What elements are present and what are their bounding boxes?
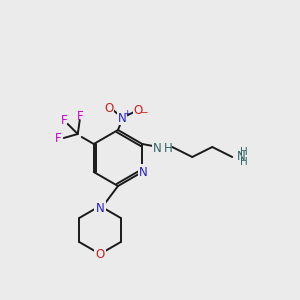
Text: O: O [95, 248, 105, 260]
Text: H: H [240, 157, 248, 167]
Text: N: N [139, 166, 148, 178]
Text: −: − [140, 108, 148, 118]
Text: H: H [240, 147, 248, 157]
Text: N: N [118, 112, 126, 124]
Text: F: F [54, 131, 61, 145]
Text: N: N [153, 142, 162, 155]
Text: N: N [237, 151, 246, 164]
Text: F: F [60, 113, 67, 127]
Text: O: O [104, 101, 114, 115]
Text: H: H [164, 142, 173, 155]
Text: N: N [96, 202, 104, 214]
Text: F: F [76, 110, 83, 122]
Text: O: O [134, 103, 142, 116]
Text: +: + [123, 110, 131, 118]
